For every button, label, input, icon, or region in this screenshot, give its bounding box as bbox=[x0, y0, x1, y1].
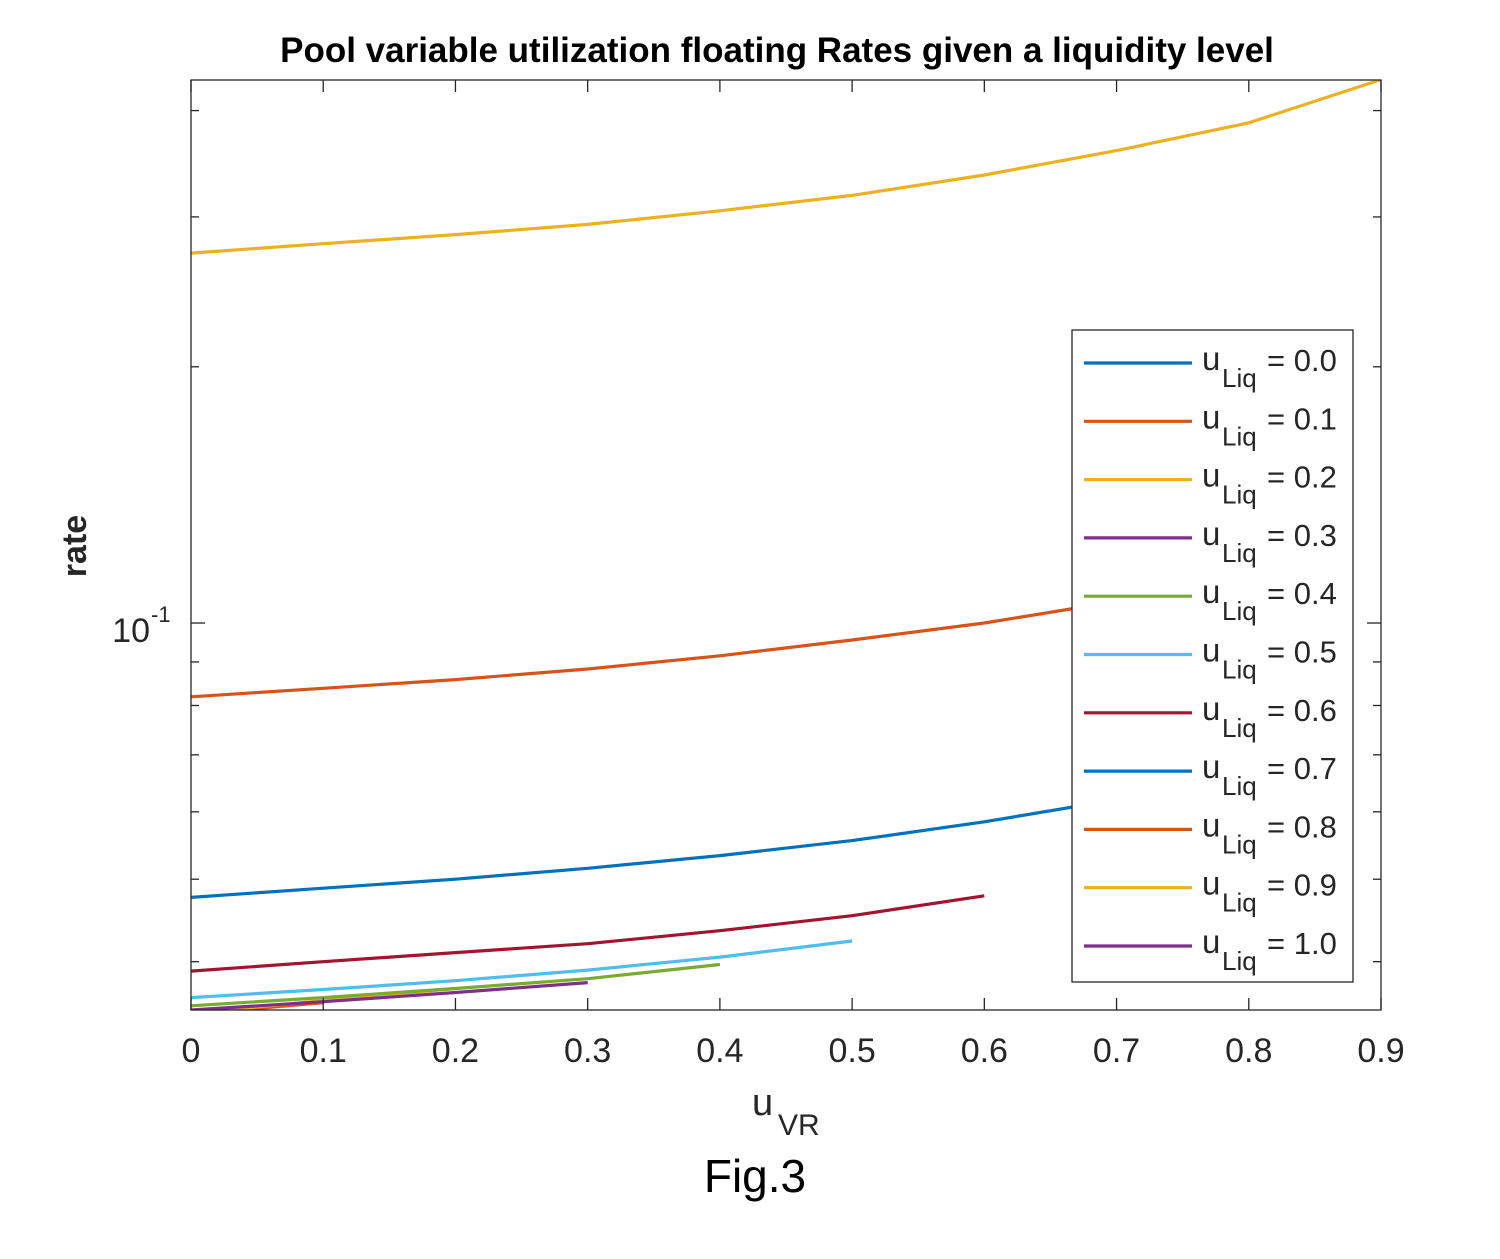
legend-label-value: = 0.5 bbox=[1267, 635, 1337, 670]
x-tick-label: 0.1 bbox=[300, 1032, 347, 1070]
legend-label-sub: Liq bbox=[1222, 655, 1257, 685]
x-label-base: u bbox=[752, 1082, 773, 1124]
legend-label-sub: Liq bbox=[1222, 946, 1257, 976]
x-tick-label: 0.9 bbox=[1357, 1032, 1404, 1070]
legend-label-value: = 0.3 bbox=[1267, 518, 1337, 553]
y-tick-exponent: -1 bbox=[151, 602, 171, 627]
x-tick-label: 0.2 bbox=[432, 1032, 479, 1070]
legend-label-value: = 0.2 bbox=[1267, 460, 1337, 495]
legend-label-base: u bbox=[1202, 515, 1220, 552]
series-line-6 bbox=[191, 894, 985, 973]
legend-label-base: u bbox=[1202, 340, 1220, 377]
series-line-9 bbox=[191, 80, 1381, 255]
legend-label-base: u bbox=[1202, 923, 1220, 960]
x-tick-labels: 0 0.1 0.2 0.3 0.4 0.5 0.6 0.7 0.8 0.9 bbox=[182, 1032, 1405, 1070]
legend-label-value: = 1.0 bbox=[1267, 926, 1337, 961]
series-line-3 bbox=[191, 981, 588, 1010]
legend-label-sub: Liq bbox=[1222, 421, 1257, 451]
x-tick-label: 0.6 bbox=[961, 1032, 1008, 1070]
series-line-5 bbox=[191, 939, 853, 1000]
legend-label-value: = 0.4 bbox=[1267, 576, 1337, 611]
legend-label-base: u bbox=[1202, 806, 1220, 843]
legend-label-base: u bbox=[1202, 690, 1220, 727]
series-group bbox=[191, 80, 1381, 1010]
legend-label-sub: Liq bbox=[1222, 829, 1257, 859]
legend-label-sub: Liq bbox=[1222, 596, 1257, 626]
x-axis-label: u VR bbox=[752, 1082, 820, 1142]
x-tick-label: 0.7 bbox=[1093, 1032, 1140, 1070]
figure-caption: Fig.3 bbox=[704, 1150, 806, 1202]
x-label-sub: VR bbox=[778, 1109, 820, 1142]
legend-label-base: u bbox=[1202, 398, 1220, 435]
legend-label-sub: Liq bbox=[1222, 713, 1257, 743]
legend-label-base: u bbox=[1202, 573, 1220, 610]
legend-label-value: = 0.8 bbox=[1267, 809, 1337, 844]
y-axis-label: rate bbox=[56, 515, 94, 577]
legend-label-value: = 0.7 bbox=[1267, 751, 1337, 786]
chart-title: Pool variable utilization floating Rates… bbox=[280, 31, 1274, 70]
legend-label-value: = 0.0 bbox=[1267, 343, 1337, 378]
x-tick-label: 0 bbox=[182, 1032, 201, 1070]
legend-label-sub: Liq bbox=[1222, 480, 1257, 510]
series-line-4 bbox=[191, 962, 721, 1008]
legend-label-base: u bbox=[1202, 632, 1220, 669]
legend-label-value: = 0.6 bbox=[1267, 693, 1337, 728]
legend-label-base: u bbox=[1202, 457, 1220, 494]
axes-box bbox=[190, 79, 1382, 1011]
legend-label-sub: Liq bbox=[1222, 538, 1257, 568]
legend-label-base: u bbox=[1202, 748, 1220, 785]
y-tick-base: 10 bbox=[112, 612, 150, 650]
legend-label-base: u bbox=[1202, 865, 1220, 902]
series-line-7 bbox=[191, 798, 1117, 899]
legend-label-value: = 0.9 bbox=[1267, 868, 1337, 903]
x-tick-label: 0.5 bbox=[828, 1032, 875, 1070]
legend-label-value: = 0.1 bbox=[1267, 401, 1337, 436]
x-tick-label: 0.3 bbox=[564, 1032, 611, 1070]
y-tick-label: 10 -1 bbox=[112, 602, 170, 650]
legend-label-sub: Liq bbox=[1222, 771, 1257, 801]
legend-label-sub: Liq bbox=[1222, 888, 1257, 918]
x-tick-label: 0.8 bbox=[1225, 1032, 1272, 1070]
legend-label-sub: Liq bbox=[1222, 363, 1257, 393]
x-tick-label: 0.4 bbox=[696, 1032, 743, 1070]
